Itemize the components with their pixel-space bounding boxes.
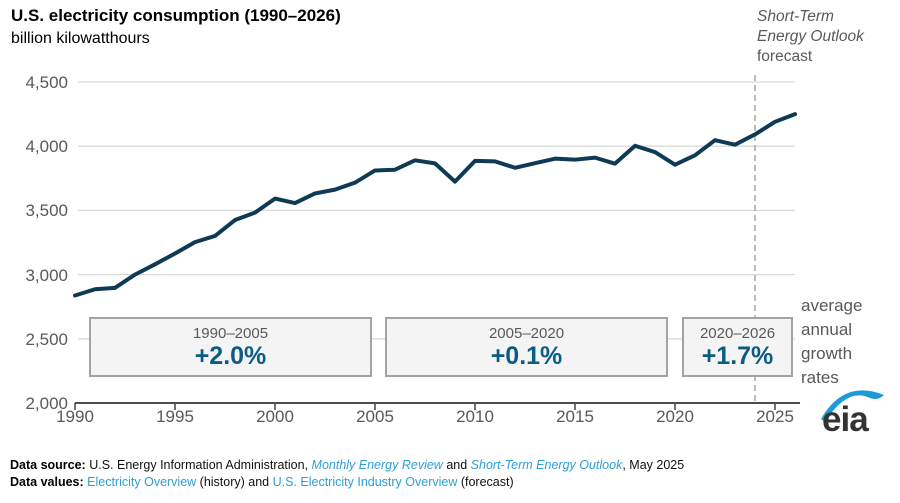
x-axis-label: 2000: [256, 407, 294, 426]
gridlines: [78, 81, 795, 340]
x-axis-label: 1995: [156, 407, 194, 426]
growth-box-1990-2005: 1990–2005 +2.0%: [89, 317, 372, 377]
eia-logo-text: eia: [822, 400, 869, 436]
data-source-label: Data source:: [10, 458, 86, 472]
data-values-text: (history) and: [196, 474, 273, 489]
growth-rate: +2.0%: [194, 341, 267, 370]
monthly-energy-review-link[interactable]: Monthly Energy Review: [311, 458, 443, 472]
data-values-label: Data values:: [10, 474, 84, 489]
us-electricity-industry-overview-link[interactable]: U.S. Electricity Industry Overview: [272, 474, 458, 489]
eia-swoosh-icon: [821, 390, 884, 422]
data-source-text: , May 2025: [622, 458, 685, 472]
x-axis-ticks: [74, 403, 776, 410]
y-axis-label: 3,000: [25, 265, 68, 285]
y-axis-label: 4,500: [25, 73, 68, 92]
data-source-text: U.S. Energy Information Administration,: [85, 458, 312, 472]
x-axis-label: 2010: [456, 407, 494, 426]
x-axis-label: 2025: [756, 407, 794, 426]
y-axis-label: 3,500: [25, 201, 68, 221]
growth-period: 2005–2020: [488, 324, 565, 342]
short-term-energy-outlook-link[interactable]: Short-Term Energy Outlook: [470, 458, 623, 472]
forecast-note-line3: forecast: [757, 48, 813, 65]
consumption-line: [73, 112, 797, 298]
average-annual-growth-rates-note: average annual growth rates: [801, 296, 863, 387]
footer: Data source: U.S. Energy Information Adm…: [10, 457, 684, 490]
data-source-line: Data source: U.S. Energy Information Adm…: [10, 457, 684, 474]
y-axis-label: 2,000: [25, 394, 68, 413]
forecast-note: Short-Term Energy Outlook forecast: [757, 7, 887, 67]
x-axis-label: 2020: [656, 407, 694, 426]
growth-box-2020-2026: 2020–2026 +1.7%: [682, 317, 793, 377]
chart-subtitle: billion kilowatthours: [11, 30, 150, 47]
data-source-text: and: [442, 458, 471, 472]
forecast-note-line1: Short-Term: [757, 8, 834, 25]
chart-title: U.S. electricity consumption (1990–2026): [11, 6, 341, 25]
data-values-text: (forecast): [457, 474, 514, 489]
y-axis-label: 2,500: [25, 329, 68, 349]
y-axis-label: 4,000: [25, 137, 68, 157]
x-axis-label: 1990: [56, 407, 94, 426]
growth-rate: +1.7%: [701, 341, 774, 370]
growth-box-2005-2020: 2005–2020 +0.1%: [385, 317, 668, 377]
eia-logo-graphic: eia: [821, 390, 884, 439]
eia-logo: eia: [820, 384, 886, 441]
growth-period: 1990–2005: [192, 324, 269, 342]
growth-period: 2020–2026: [699, 324, 776, 342]
growth-rate: +0.1%: [490, 341, 563, 370]
forecast-note-line2: Energy Outlook: [757, 28, 864, 45]
x-axis-label: 2005: [356, 407, 394, 426]
x-axis-label: 2015: [556, 407, 594, 426]
electricity-overview-link[interactable]: Electricity Overview: [87, 474, 197, 489]
data-values-line: Data values: Electricity Overview (histo…: [10, 474, 684, 491]
